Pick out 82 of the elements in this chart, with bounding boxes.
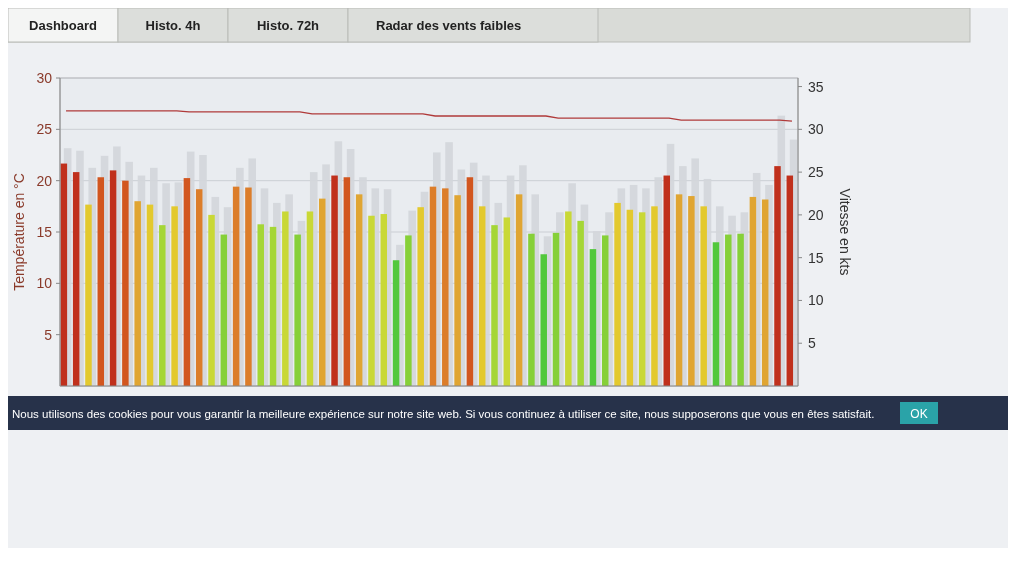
text: OK — [910, 407, 928, 421]
bar — [626, 209, 634, 386]
text: Radar des vents faibles — [376, 18, 522, 33]
bar — [232, 186, 240, 386]
bar — [663, 175, 671, 386]
text: Dashboard — [29, 18, 98, 33]
y2-tick-label: 30 — [808, 121, 824, 138]
bar — [466, 177, 474, 386]
bar — [72, 172, 80, 386]
text: Histo. 72h — [256, 18, 320, 33]
bar — [208, 214, 215, 386]
bar — [97, 177, 105, 386]
y2-tick-label: 20 — [808, 206, 824, 223]
bar — [614, 202, 621, 386]
bar — [589, 249, 597, 386]
bar — [109, 170, 117, 386]
bar — [786, 175, 794, 386]
bar — [638, 212, 646, 386]
bar — [146, 204, 154, 386]
y-axis-title: Température en °C — [11, 173, 27, 291]
y-tick-label: 25 — [36, 121, 53, 138]
line-series — [65, 110, 793, 122]
bar — [122, 180, 129, 386]
bar — [282, 211, 289, 386]
bar — [749, 196, 757, 386]
bar — [380, 214, 388, 386]
bar — [245, 187, 252, 386]
bar — [368, 215, 375, 386]
bar — [134, 201, 141, 386]
y-tick-label: 5 — [44, 326, 53, 343]
bar — [700, 206, 707, 386]
bar — [478, 206, 486, 386]
bar — [319, 198, 326, 386]
bar — [602, 235, 609, 386]
bar — [405, 235, 412, 386]
bar — [442, 188, 449, 386]
bar — [737, 233, 744, 386]
y2-tick-label: 35 — [808, 78, 824, 95]
bar — [761, 199, 769, 386]
y-tick-label: 15 — [36, 224, 53, 240]
bar — [675, 194, 683, 386]
bar — [491, 225, 498, 386]
bar — [774, 166, 781, 386]
bar — [565, 211, 572, 386]
bar — [712, 242, 720, 386]
bar — [540, 254, 547, 386]
y-tick-label: 20 — [36, 172, 53, 189]
y-tick-label: 10 — [36, 275, 53, 292]
bar — [417, 207, 424, 386]
y2-tick-label: 15 — [808, 249, 824, 266]
bar — [515, 194, 523, 386]
bar — [306, 211, 314, 386]
bar — [60, 163, 68, 386]
bar — [688, 196, 695, 386]
bar — [195, 189, 203, 386]
bar — [331, 175, 338, 386]
text: Histo. 4h — [145, 18, 201, 33]
bar — [429, 186, 437, 386]
bar — [503, 217, 511, 386]
y2-tick-label: 25 — [808, 164, 824, 181]
bar — [85, 204, 92, 386]
bar — [294, 234, 301, 386]
bar — [651, 206, 658, 386]
y-tick-label: 30 — [36, 70, 53, 86]
bar — [725, 234, 732, 386]
bar — [257, 224, 264, 386]
bar — [343, 177, 351, 386]
y2-tick-label: 5 — [808, 335, 816, 352]
text: Nous utilisons des cookies pour vous garantir la meilleure expérience sur notre site web. Si vous continuez à utiliser ce site, nous supposerons que vous en êtes satisfait. — [12, 408, 875, 420]
bar — [528, 233, 535, 386]
bar — [392, 260, 400, 386]
bar — [577, 220, 584, 386]
bar — [269, 226, 277, 386]
bar — [552, 232, 560, 386]
y2-axis-title: Vitesse en kts — [837, 188, 853, 276]
bar — [183, 178, 191, 386]
bar — [355, 194, 363, 386]
bar — [454, 195, 461, 386]
bar — [171, 206, 178, 386]
bar — [220, 234, 228, 386]
bar — [159, 225, 166, 386]
y2-tick-label: 10 — [808, 292, 824, 309]
